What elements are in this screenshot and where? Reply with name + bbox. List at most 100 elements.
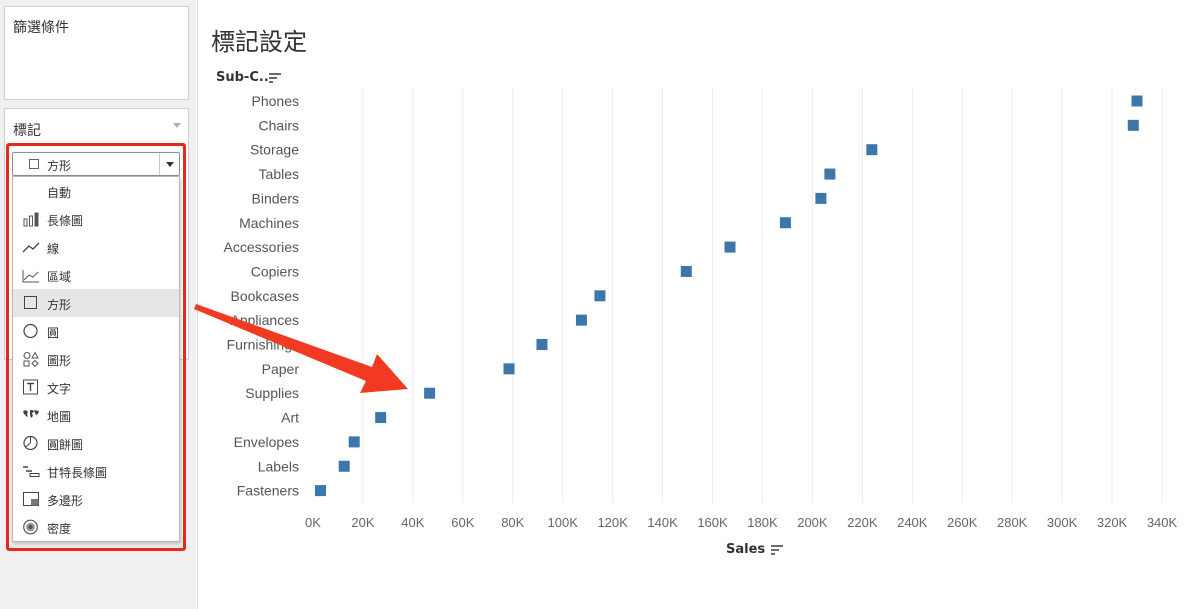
x-tick-label: 60K <box>451 515 474 530</box>
menu-item-shapes[interactable]: 圖形 <box>13 345 179 373</box>
x-tick-label: 220K <box>847 515 878 530</box>
x-tick-label: 20K <box>351 515 374 530</box>
category-label: Copiers <box>251 263 299 279</box>
menu-item-label: 長條圖 <box>47 214 84 228</box>
category-label: Paper <box>262 361 300 377</box>
menu-item-label: 線 <box>47 242 60 256</box>
menu-item-text[interactable]: 文字 <box>13 373 179 401</box>
view-panel <box>197 0 1200 609</box>
menu-item-circle[interactable]: 圓 <box>13 317 179 345</box>
category-label: Chairs <box>259 117 299 133</box>
menu-item-pie[interactable]: 圓餅圖 <box>13 429 179 457</box>
data-mark[interactable] <box>536 339 548 350</box>
menu-item-area[interactable]: 區域 <box>13 261 179 289</box>
circle-icon <box>23 323 38 339</box>
page-title: 標記設定 <box>211 28 307 56</box>
menu-item-line[interactable]: 線 <box>13 233 179 261</box>
menu-item-label: 方形 <box>47 298 72 312</box>
menu-item-label: 多邊形 <box>47 494 84 508</box>
data-mark[interactable] <box>594 290 606 302</box>
text-icon <box>23 379 38 395</box>
menu-item-label: 文字 <box>47 382 72 396</box>
x-tick-label: 280K <box>997 515 1028 530</box>
menu-item-polygon[interactable]: 多邊形 <box>13 485 179 513</box>
mark-type-dropdown[interactable]: 方形 <box>12 152 180 176</box>
sort-icon[interactable] <box>268 72 282 84</box>
x-tick-label: 200K <box>797 515 828 530</box>
menu-item-label: 自動 <box>47 186 72 200</box>
x-tick-label: 260K <box>947 515 978 530</box>
marks-card-menu-icon[interactable] <box>173 123 181 128</box>
dropdown-divider <box>159 153 160 175</box>
menu-item-map[interactable]: 地圖 <box>13 401 179 429</box>
menu-item-label: 圓餅圖 <box>47 438 84 452</box>
menu-item-label: 圓 <box>47 326 60 340</box>
bar-chart-icon <box>23 212 39 227</box>
category-label: Supplies <box>245 385 299 401</box>
data-mark[interactable] <box>779 217 791 229</box>
data-mark[interactable] <box>575 314 587 326</box>
x-tick-label: 300K <box>1047 515 1078 530</box>
gantt-icon <box>23 466 40 477</box>
shapes-icon <box>23 351 39 367</box>
x-tick-label: 80K <box>501 515 524 530</box>
x-axis-title[interactable]: Sales <box>726 542 766 557</box>
menu-item-auto[interactable]: 自動 <box>13 177 179 205</box>
menu-item-bar[interactable]: 長條圖 <box>13 205 179 233</box>
category-label: Storage <box>250 142 299 158</box>
marks-title: 標記 <box>13 123 41 139</box>
category-label: Art <box>281 410 299 426</box>
menu-item-label: 區域 <box>47 270 72 284</box>
mark-type-selected-label: 方形 <box>47 159 72 173</box>
data-mark[interactable] <box>1131 95 1143 107</box>
square-icon <box>24 296 37 309</box>
menu-item-label: 圖形 <box>47 354 72 368</box>
x-tick-label: 340K <box>1147 515 1178 530</box>
density-icon <box>23 519 38 535</box>
map-icon <box>23 410 39 418</box>
x-tick-label: 240K <box>897 515 928 530</box>
sort-icon[interactable] <box>770 544 784 556</box>
menu-item-density[interactable]: 密度 <box>13 513 179 541</box>
menu-item-square[interactable]: 方形 <box>13 289 179 317</box>
category-label: Accessories <box>224 239 299 255</box>
menu-item-label: 甘特長條圖 <box>47 466 108 480</box>
menu-item-gantt[interactable]: 甘特長條圖 <box>13 457 179 485</box>
filters-title: 篩選條件 <box>13 20 69 36</box>
category-label: Phones <box>252 93 299 109</box>
data-mark[interactable] <box>1127 119 1139 131</box>
data-mark[interactable] <box>338 460 350 472</box>
data-mark[interactable] <box>375 412 387 424</box>
data-mark[interactable] <box>815 192 827 204</box>
data-mark[interactable] <box>348 436 360 448</box>
x-tick-label: 120K <box>597 515 628 530</box>
x-tick-label: 40K <box>401 515 424 530</box>
row-header[interactable]: Sub-C.. <box>216 70 269 85</box>
data-mark[interactable] <box>503 363 515 375</box>
filters-card[interactable]: 篩選條件 <box>4 6 189 100</box>
data-mark[interactable] <box>724 241 736 253</box>
data-mark[interactable] <box>314 485 326 497</box>
data-mark[interactable] <box>824 168 836 180</box>
mark-type-menu: 自動 長條圖 線 區域 方形 圓 <box>12 176 180 542</box>
data-mark[interactable] <box>680 265 692 277</box>
category-label: Binders <box>252 190 299 206</box>
data-mark[interactable] <box>424 387 436 399</box>
area-icon <box>22 270 39 283</box>
x-tick-label: 160K <box>697 515 728 530</box>
x-tick-label: 320K <box>1097 515 1128 530</box>
x-tick-label: 0K <box>305 515 321 530</box>
x-tick-label: 100K <box>548 515 579 530</box>
data-mark[interactable] <box>866 144 878 156</box>
category-label: Bookcases <box>231 288 299 304</box>
category-label: Envelopes <box>234 434 299 450</box>
annotation-arrow <box>194 304 408 393</box>
menu-item-label: 地圖 <box>47 410 72 424</box>
square-icon <box>29 159 39 169</box>
chevron-down-icon[interactable] <box>166 162 174 167</box>
category-label: Machines <box>239 215 299 231</box>
pie-icon <box>23 435 38 451</box>
category-label: Fasteners <box>237 483 299 499</box>
highlight-box <box>6 143 186 551</box>
